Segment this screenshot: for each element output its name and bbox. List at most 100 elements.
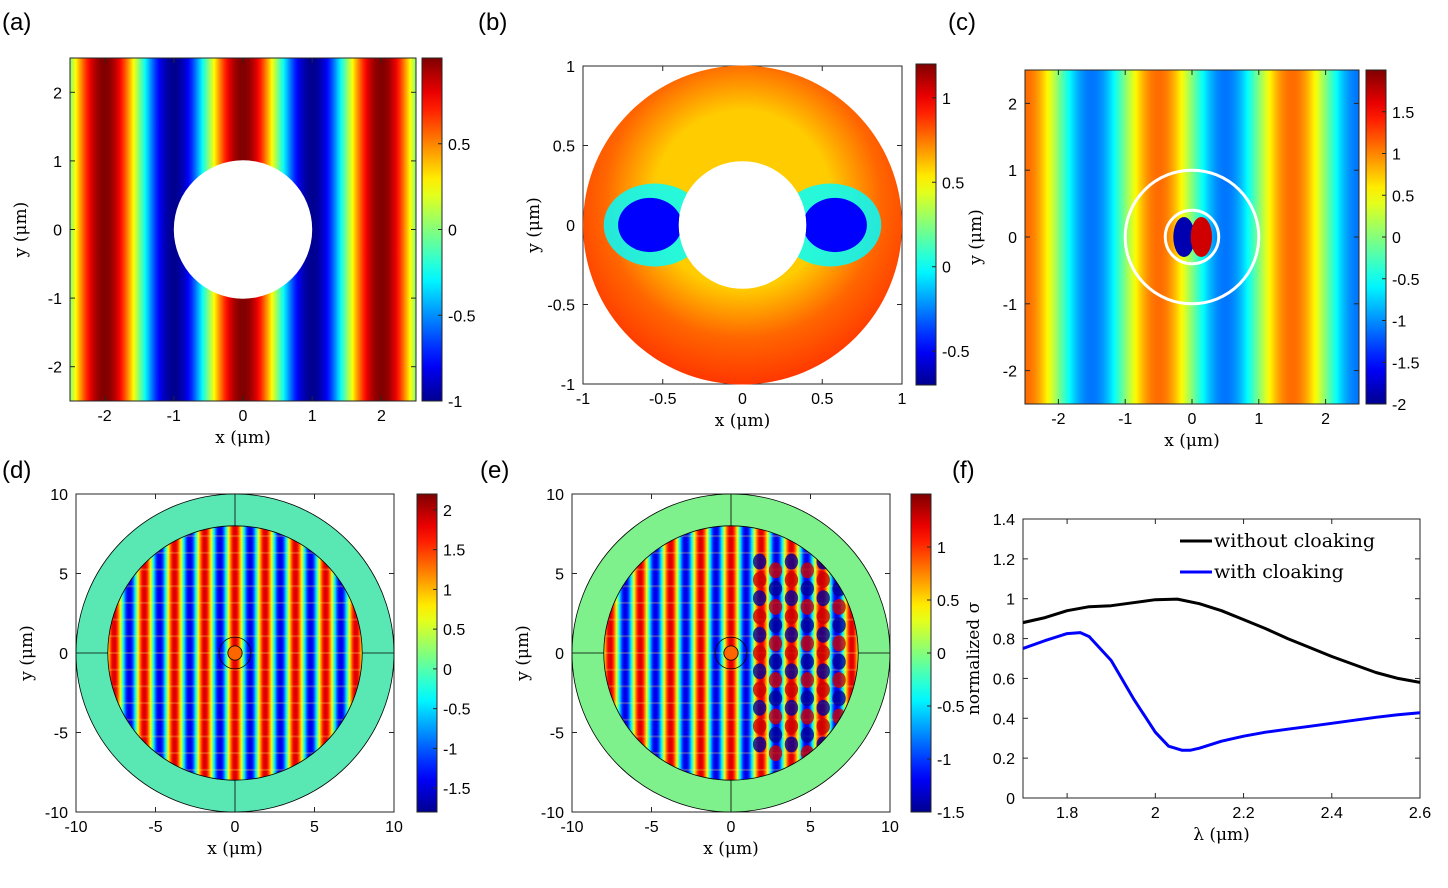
cloak-boundary-e	[714, 636, 748, 670]
y-tick-label-e: 0	[555, 646, 564, 663]
colorbar-tick-label-c: -2	[1392, 397, 1406, 414]
panel-label-d: (d)	[2, 457, 31, 484]
panel-label-c: (c)	[948, 9, 976, 36]
x-axis-label-b: x (μm)	[715, 411, 770, 431]
y-tick-label-b: -0.5	[547, 298, 575, 315]
colorbar-tick-label-c: -0.5	[1392, 272, 1420, 289]
x-tick-label-e: -10	[560, 819, 583, 836]
colorbar-fill-b	[915, 63, 937, 386]
x-tick-label-e: 5	[806, 819, 815, 836]
x-tick-label-f: 2.2	[1232, 805, 1254, 822]
x-tick-label-b: 0.5	[811, 391, 833, 408]
colorbar-tick-label-a: -0.5	[448, 308, 476, 325]
colorbar-tick-label-c: 1.5	[1392, 105, 1414, 122]
y-axis-label-a: y (μm)	[11, 202, 31, 258]
colorbar-tick-label-b: 1	[942, 91, 951, 108]
colorbar-tick-label-c: 0	[1392, 230, 1401, 247]
legend-entry-1: with cloaking	[1214, 561, 1344, 583]
x-tick-label-f: 2.6	[1409, 805, 1431, 822]
colorbar-tick-label-d: -1	[443, 741, 457, 758]
y-tick-label-d: -10	[45, 805, 68, 822]
void-circle-b	[678, 161, 807, 289]
colorbar-tick-label-a: 0.5	[448, 137, 470, 154]
y-tick-label-a: 0	[53, 223, 62, 240]
colorbar-e: -1.5 -1 -0.5 0 0.5 1	[910, 493, 965, 822]
x-tick-label-d: 10	[385, 819, 403, 836]
colorbar-tick-label-e: 0.5	[937, 593, 959, 610]
x-tick-label-e: 10	[881, 819, 899, 836]
x-tick-label-c: 1	[1254, 411, 1263, 428]
colorbar-tick-label-e: -1	[937, 752, 951, 769]
x-tick-label-d: 5	[310, 819, 319, 836]
x-tick-label-b: 0	[738, 391, 747, 408]
y-tick-label-e: -5	[550, 726, 564, 743]
y-tick-label-f: 0.2	[993, 751, 1015, 768]
y-tick-label-d: 5	[59, 567, 68, 584]
panel-label-f: (f)	[952, 457, 975, 484]
colorbar-tick-label-d: 1.5	[443, 543, 465, 560]
y-tick-label-f: 1.4	[993, 512, 1015, 529]
legend-entry-0: without cloaking	[1214, 530, 1375, 552]
colorbar-a: -1 -0.5 0 0.5	[421, 57, 476, 411]
inner-boundary-c	[1163, 208, 1221, 266]
x-tick-label-e: -5	[644, 819, 658, 836]
y-tick-label-b: -1	[561, 377, 575, 394]
plot-frame-f	[1022, 518, 1421, 799]
y-tick-label-a: -2	[48, 360, 62, 377]
series-line-1	[1023, 631, 1420, 752]
x-tick-label-b: -0.5	[649, 391, 677, 408]
colorbar-tick-label-c: 0.5	[1392, 188, 1414, 205]
panel-label-b: (b)	[478, 9, 507, 36]
x-axis-label-e: x (μm)	[703, 839, 758, 859]
scatterer-d	[227, 645, 243, 661]
y-tick-label-c: 0	[1008, 230, 1017, 247]
colorbar-c: -2 -1.5 -1 -0.5 0 0.5 1 1.5	[1365, 69, 1420, 414]
panel-label-a: (a)	[2, 9, 31, 36]
y-tick-label-f: 0.4	[993, 711, 1015, 728]
colorbar-tick-label-b: 0	[942, 260, 951, 277]
y-tick-label-f: 0	[1006, 791, 1015, 808]
y-tick-label-d: 0	[59, 646, 68, 663]
colorbar-tick-label-e: 1	[937, 540, 946, 557]
y-tick-label-f: 1	[1006, 592, 1015, 609]
axes-c: -2 -1 0 1 2 -2 -1 0 1 2	[1003, 69, 1360, 428]
x-tick-label-a: 0	[239, 408, 248, 425]
colorbar-tick-label-e: -0.5	[937, 699, 965, 716]
colorbar-tick-label-d: -1.5	[443, 781, 471, 798]
y-tick-label-b: 0	[566, 218, 575, 235]
colorbar-tick-label-d: 0	[443, 662, 452, 679]
y-tick-label-f: 0.8	[993, 632, 1015, 649]
y-tick-label-a: 2	[53, 85, 62, 102]
x-tick-label-c: -1	[1118, 411, 1132, 428]
y-tick-label-a: 1	[53, 154, 62, 171]
y-tick-label-b: 1	[566, 59, 575, 76]
colorbar-fill-d	[416, 493, 438, 813]
panel-label-e: (e)	[480, 457, 509, 484]
series-line-0	[1023, 597, 1420, 684]
colorbar-tick-label-b: 0.5	[942, 175, 964, 192]
lobe-left-b	[618, 197, 682, 253]
x-axis-label-f: λ (μm)	[1193, 825, 1250, 845]
colorbar-tick-label-c: -1	[1392, 314, 1406, 331]
colorbar-tick-label-b: -0.5	[942, 344, 970, 361]
x-axis-label-a: x (μm)	[215, 428, 270, 448]
x-tick-label-a: 1	[308, 408, 317, 425]
colorbar-tick-label-e: 0	[937, 646, 946, 663]
y-tick-label-e: 10	[546, 487, 564, 504]
y-axis-label-c: y (μm)	[966, 209, 986, 265]
colorbar-tick-label-d: 2	[443, 503, 452, 520]
colorbar-tick-label-d: -0.5	[443, 702, 471, 719]
x-tick-label-f: 2	[1151, 805, 1160, 822]
x-tick-label-a: -2	[97, 408, 111, 425]
x-tick-label-b: 1	[898, 391, 907, 408]
y-axis-label-f: normalized σ	[964, 601, 984, 715]
y-tick-label-c: 1	[1008, 163, 1017, 180]
colorbar-tick-label-d: 1	[443, 582, 452, 599]
scatter-pattern-e	[752, 553, 846, 762]
legend: without cloaking with cloaking	[1180, 530, 1375, 583]
colorbar-tick-label-c: -1.5	[1392, 355, 1420, 372]
axes-a: -2 -1 0 1 2 -2 -1 0 1 2	[48, 57, 417, 425]
colorbar-tick-label-a: -1	[448, 394, 462, 411]
y-tick-label-b: 0.5	[553, 139, 575, 156]
x-tick-label-d: -5	[148, 819, 162, 836]
